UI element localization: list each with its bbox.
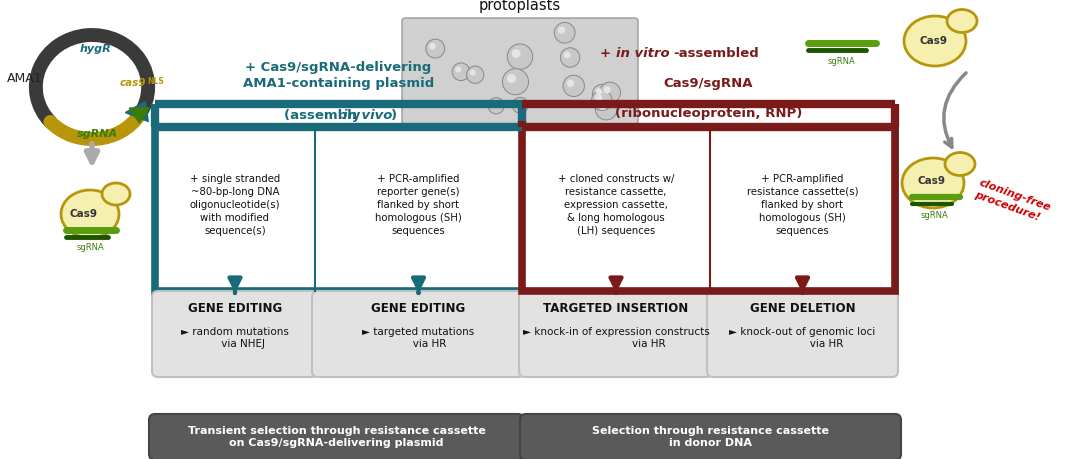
Text: NLS: NLS <box>147 77 164 86</box>
Text: protoplasts: protoplasts <box>479 0 562 13</box>
Text: TARGETED INSERTION: TARGETED INSERTION <box>543 302 688 315</box>
Circle shape <box>507 74 516 83</box>
Circle shape <box>512 49 520 58</box>
Ellipse shape <box>904 16 966 66</box>
Text: sgRNA: sgRNA <box>76 244 104 252</box>
Ellipse shape <box>902 158 964 208</box>
Text: hygR: hygR <box>80 44 112 54</box>
Text: Cas9: Cas9 <box>70 209 98 219</box>
Text: -assembled: -assembled <box>673 47 759 60</box>
Circle shape <box>507 44 532 69</box>
Text: + single stranded
~80-bp-long DNA
oligonucleotide(s)
with modified
sequence(s): + single stranded ~80-bp-long DNA oligon… <box>190 174 281 236</box>
FancyBboxPatch shape <box>522 127 895 291</box>
Text: ► targeted mutations
       via HR: ► targeted mutations via HR <box>362 327 475 349</box>
Circle shape <box>567 79 575 87</box>
Circle shape <box>426 39 444 58</box>
Text: GENE EDITING: GENE EDITING <box>188 302 282 315</box>
Ellipse shape <box>61 190 119 238</box>
Text: cloning-free
procedure!: cloning-free procedure! <box>973 178 1051 224</box>
Text: GENE EDITING: GENE EDITING <box>372 302 466 315</box>
Text: +: + <box>601 47 616 60</box>
Circle shape <box>469 70 476 76</box>
FancyBboxPatch shape <box>707 291 898 377</box>
Polygon shape <box>129 108 150 123</box>
Text: ): ) <box>390 109 397 122</box>
Circle shape <box>595 94 603 101</box>
Circle shape <box>592 84 611 103</box>
Text: in vivo: in vivo <box>344 109 392 122</box>
Text: cas9: cas9 <box>120 78 146 88</box>
Text: (ribonucleoprotein, RNP): (ribonucleoprotein, RNP) <box>615 107 802 120</box>
Circle shape <box>466 66 483 84</box>
Polygon shape <box>126 101 149 122</box>
Text: ► random mutations
     via NHEJ: ► random mutations via NHEJ <box>181 327 289 349</box>
Text: AMA1: AMA1 <box>7 73 42 85</box>
FancyBboxPatch shape <box>149 414 524 459</box>
Circle shape <box>513 97 528 113</box>
Ellipse shape <box>945 152 975 175</box>
Text: + cloned constructs w/
resistance cassette,
expression cassette,
& long homologo: + cloned constructs w/ resistance casset… <box>558 174 674 236</box>
Circle shape <box>554 22 575 43</box>
Text: Cas9: Cas9 <box>920 36 948 46</box>
Circle shape <box>560 48 580 67</box>
Circle shape <box>429 43 436 50</box>
Ellipse shape <box>102 183 130 205</box>
Circle shape <box>563 75 584 96</box>
Circle shape <box>503 69 529 95</box>
Text: Cas9: Cas9 <box>918 176 946 186</box>
Circle shape <box>515 101 520 106</box>
Circle shape <box>488 98 504 114</box>
Circle shape <box>558 27 565 34</box>
Text: + Cas9/sgRNA-delivering
AMA1-containing plasmid: + Cas9/sgRNA-delivering AMA1-containing … <box>243 61 434 90</box>
Text: Transient selection through resistance cassette
on Cas9/sgRNA-delivering plasmid: Transient selection through resistance c… <box>188 425 486 448</box>
Text: Cas9/sgRNA: Cas9/sgRNA <box>663 77 753 90</box>
Circle shape <box>599 102 607 110</box>
FancyBboxPatch shape <box>402 18 638 124</box>
Circle shape <box>595 98 617 120</box>
Text: sgRNA: sgRNA <box>77 129 117 139</box>
FancyBboxPatch shape <box>152 291 318 377</box>
Circle shape <box>491 101 496 106</box>
Text: ► knock-in of expression constructs
                    via HR: ► knock-in of expression constructs via … <box>522 327 709 349</box>
Circle shape <box>596 88 603 95</box>
Circle shape <box>599 82 620 103</box>
Ellipse shape <box>947 10 977 33</box>
Text: Selection through resistance cassette
in donor DNA: Selection through resistance cassette in… <box>592 425 829 448</box>
Text: ► knock-out of genomic loci
               via HR: ► knock-out of genomic loci via HR <box>730 327 876 349</box>
Text: (assembly: (assembly <box>284 109 364 122</box>
Circle shape <box>455 67 462 73</box>
Circle shape <box>603 86 610 94</box>
Text: in vitro: in vitro <box>617 47 670 60</box>
Text: sgRNA: sgRNA <box>920 211 947 219</box>
Text: GENE DELETION: GENE DELETION <box>750 302 855 315</box>
Text: sgRNA: sgRNA <box>827 57 855 67</box>
Text: + PCR-amplified
reporter gene(s)
flanked by short
homologous (SH)
sequences: + PCR-amplified reporter gene(s) flanked… <box>375 174 462 236</box>
Circle shape <box>592 90 612 111</box>
Circle shape <box>564 52 570 58</box>
FancyBboxPatch shape <box>155 127 895 291</box>
FancyBboxPatch shape <box>520 414 901 459</box>
Circle shape <box>452 63 469 81</box>
FancyBboxPatch shape <box>312 291 525 377</box>
FancyBboxPatch shape <box>519 291 713 377</box>
Text: + PCR-amplified
resistance cassette(s)
flanked by short
homologous (SH)
sequence: + PCR-amplified resistance cassette(s) f… <box>747 174 859 236</box>
